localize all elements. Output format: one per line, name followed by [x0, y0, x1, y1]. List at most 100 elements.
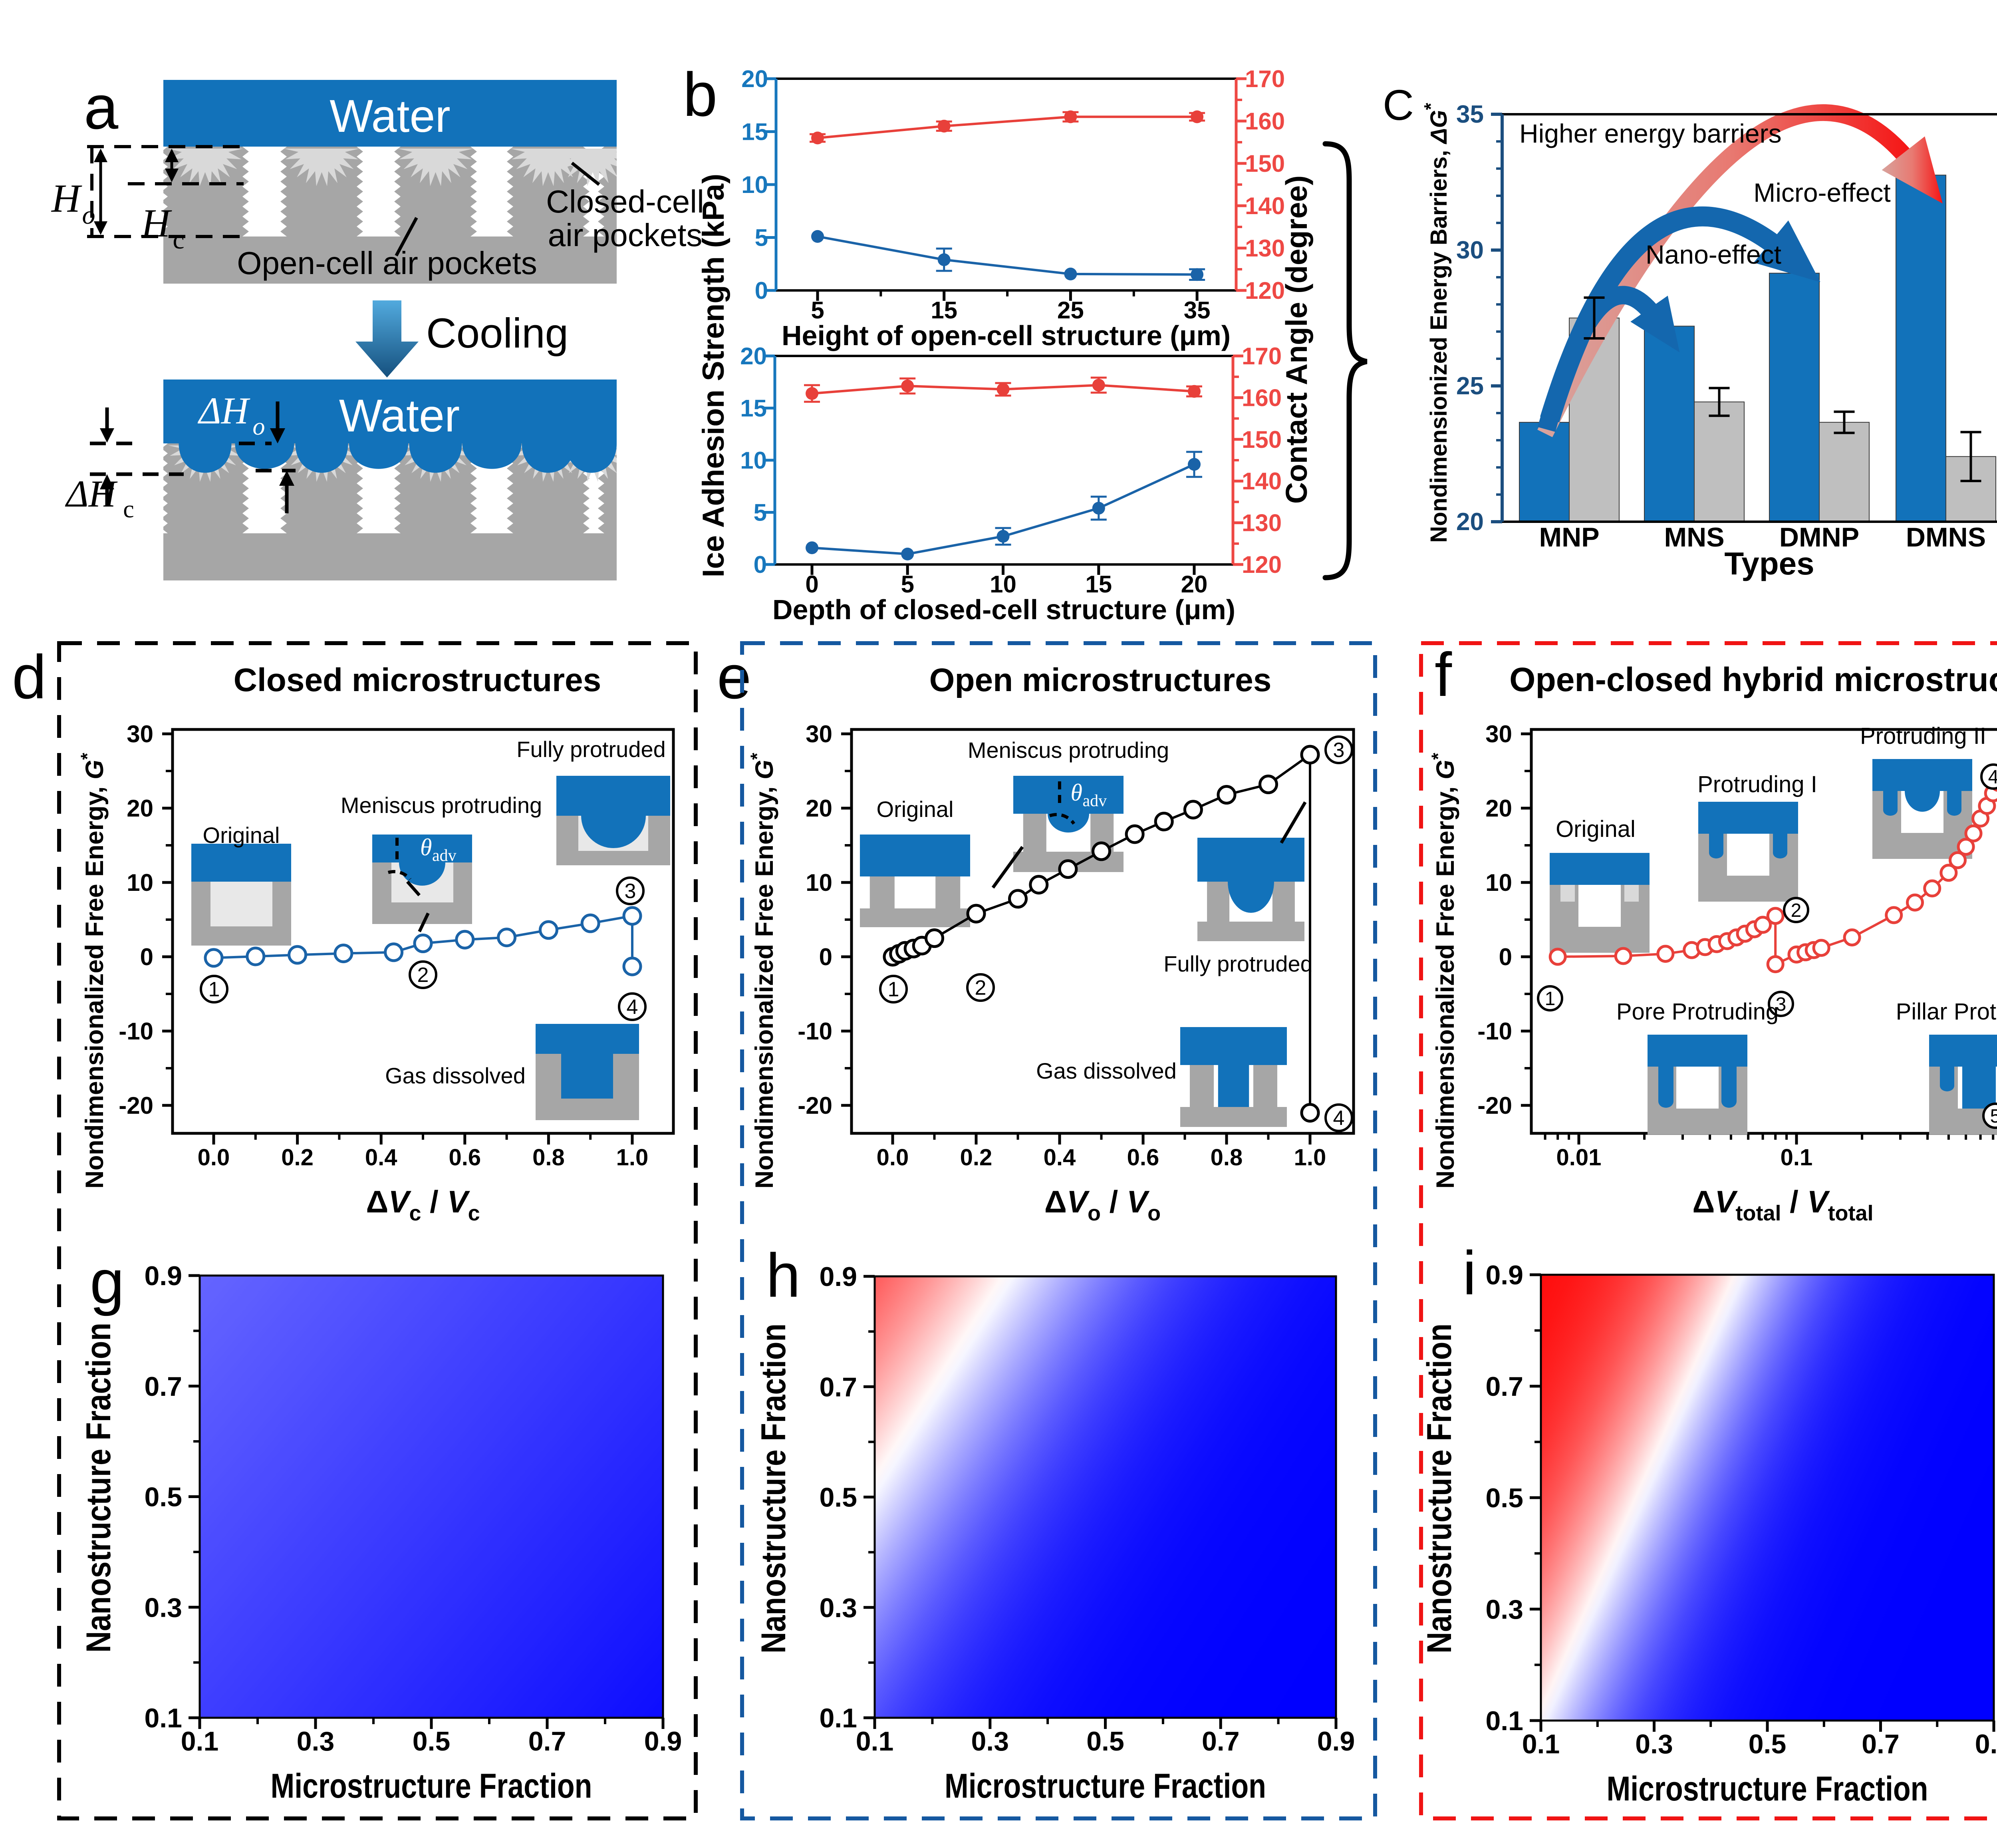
svg-text:-10: -10 — [798, 1018, 832, 1045]
svg-text:Nanostructure Fraction: Nanostructure Fraction — [754, 1323, 793, 1653]
svg-text:0.1: 0.1 — [1781, 1145, 1813, 1170]
svg-text:15: 15 — [741, 119, 768, 145]
svg-text:130: 130 — [1245, 235, 1285, 262]
svg-text:Nanostructure Fraction: Nanostructure Fraction — [79, 1323, 118, 1653]
svg-text:20: 20 — [740, 343, 767, 370]
svg-text:15: 15 — [740, 395, 767, 422]
svg-text:adv: adv — [1083, 792, 1107, 810]
svg-text:0.2: 0.2 — [960, 1145, 993, 1170]
svg-text:0.7: 0.7 — [144, 1371, 182, 1402]
svg-text:Microstructure Fraction: Microstructure Fraction — [271, 1767, 592, 1805]
svg-text:0.1: 0.1 — [856, 1726, 894, 1757]
svg-text:Types: Types — [1724, 546, 1814, 581]
svg-text:Meniscus protruding: Meniscus protruding — [341, 793, 542, 818]
svg-text:0.3: 0.3 — [971, 1726, 1009, 1757]
svg-text:0.5: 0.5 — [819, 1482, 857, 1513]
svg-text:Open-closed hybrid microstruct: Open-closed hybrid microstructures — [1509, 661, 1997, 698]
svg-text:Ice Adhesion Strength (kPa): Ice Adhesion Strength (kPa) — [697, 174, 731, 578]
svg-text:30: 30 — [806, 721, 832, 747]
svg-text:h: h — [766, 1241, 800, 1310]
svg-text:0.01: 0.01 — [1556, 1145, 1602, 1170]
svg-text:Original: Original — [1556, 816, 1636, 842]
svg-text:f: f — [1435, 640, 1452, 709]
svg-text:3: 3 — [625, 880, 636, 903]
svg-text:140: 140 — [1245, 193, 1285, 219]
svg-text:0.9: 0.9 — [1317, 1726, 1355, 1757]
svg-text:3: 3 — [1333, 739, 1345, 762]
svg-text:-20: -20 — [798, 1092, 832, 1119]
svg-text:0.5: 0.5 — [1086, 1726, 1124, 1757]
svg-text:Higher energy barriers: Higher energy barriers — [1519, 119, 1782, 148]
svg-text:35: 35 — [1456, 101, 1484, 128]
svg-text:0.7: 0.7 — [1485, 1371, 1523, 1402]
svg-text:g: g — [90, 1247, 124, 1316]
svg-text:0.5: 0.5 — [144, 1482, 182, 1512]
svg-text:150: 150 — [1245, 150, 1285, 177]
svg-text:170: 170 — [1245, 66, 1285, 92]
svg-text:4: 4 — [1333, 1107, 1345, 1130]
svg-text:1.0: 1.0 — [616, 1145, 649, 1170]
svg-text:0.8: 0.8 — [532, 1145, 565, 1170]
svg-text:Microstructure Fraction: Microstructure Fraction — [945, 1767, 1266, 1805]
svg-text:25: 25 — [1456, 372, 1484, 400]
svg-text:5: 5 — [901, 571, 914, 598]
svg-text:0.5: 0.5 — [413, 1726, 451, 1757]
svg-text:0: 0 — [140, 944, 153, 970]
svg-text:0.3: 0.3 — [819, 1593, 857, 1623]
svg-text:0.8: 0.8 — [1211, 1145, 1243, 1170]
svg-text:0: 0 — [755, 277, 768, 304]
svg-text:Meniscus protruding: Meniscus protruding — [968, 737, 1169, 763]
svg-text:120: 120 — [1245, 277, 1285, 304]
svg-text:2: 2 — [1791, 900, 1802, 921]
svg-text:10: 10 — [741, 171, 768, 198]
svg-text:0.3: 0.3 — [144, 1592, 182, 1623]
svg-text:Cooling: Cooling — [426, 310, 568, 357]
svg-text:160: 160 — [1242, 384, 1282, 411]
svg-text:0.4: 0.4 — [1044, 1145, 1076, 1170]
svg-text:0: 0 — [805, 571, 818, 598]
svg-text:Gas dissolved: Gas dissolved — [1036, 1058, 1177, 1083]
svg-text:0.1: 0.1 — [1522, 1729, 1560, 1759]
svg-text:1: 1 — [1545, 988, 1556, 1009]
svg-text:1: 1 — [888, 978, 899, 1001]
svg-text:Pore Protruding: Pore Protruding — [1616, 999, 1779, 1025]
svg-text:Original: Original — [203, 823, 280, 848]
svg-text:10: 10 — [806, 869, 832, 896]
svg-text:e: e — [717, 642, 751, 711]
svg-text:ΔH: ΔH — [65, 473, 118, 515]
svg-text:4: 4 — [1988, 767, 1997, 788]
svg-text:Nondimensionalized Free Energy: Nondimensionalized Free Energy, G* — [747, 753, 778, 1189]
svg-text:5: 5 — [754, 499, 767, 526]
svg-text:0.3: 0.3 — [1485, 1594, 1523, 1625]
svg-text:C: C — [1383, 81, 1414, 129]
svg-text:0.1: 0.1 — [1485, 1706, 1523, 1736]
svg-text:0.5: 0.5 — [1485, 1483, 1523, 1513]
svg-text:30: 30 — [1456, 236, 1484, 264]
svg-text:2: 2 — [417, 964, 429, 987]
svg-text:Microstructure Fraction: Microstructure Fraction — [1607, 1770, 1928, 1808]
svg-text:ΔVc / Vc: ΔVc / Vc — [366, 1184, 480, 1225]
svg-text:air pockets: air pockets — [548, 217, 703, 253]
svg-text:4: 4 — [627, 996, 638, 1019]
svg-text:5: 5 — [811, 297, 824, 324]
svg-text:Nondimensionalized Free Energy: Nondimensionalized Free Energy, G* — [77, 753, 109, 1189]
svg-text:Nanostructure Fraction: Nanostructure Fraction — [1420, 1323, 1459, 1653]
svg-text:Micro-effect: Micro-effect — [1753, 178, 1891, 207]
svg-text:0: 0 — [1499, 944, 1512, 970]
svg-text:0.7: 0.7 — [1202, 1726, 1240, 1757]
svg-text:10: 10 — [127, 869, 153, 896]
svg-text:-20: -20 — [1477, 1092, 1512, 1119]
svg-text:Gas dissolved: Gas dissolved — [385, 1063, 526, 1088]
svg-text:0.9: 0.9 — [144, 1261, 182, 1291]
svg-text:0.6: 0.6 — [449, 1145, 481, 1170]
svg-text:0.5: 0.5 — [1749, 1729, 1787, 1759]
svg-text:Water: Water — [339, 390, 460, 441]
svg-text:Protruding II: Protruding II — [1860, 723, 1986, 749]
svg-text:Closed microstructures: Closed microstructures — [234, 662, 601, 698]
svg-text:Open-cell air pockets: Open-cell air pockets — [237, 245, 537, 281]
svg-text:0: 0 — [754, 551, 767, 578]
svg-text:Height of open-cell structure: Height of open-cell structure (μm) — [782, 320, 1231, 351]
svg-text:5: 5 — [1990, 1106, 1997, 1127]
svg-text:0.9: 0.9 — [644, 1726, 682, 1757]
svg-text:0.3: 0.3 — [1635, 1729, 1673, 1759]
